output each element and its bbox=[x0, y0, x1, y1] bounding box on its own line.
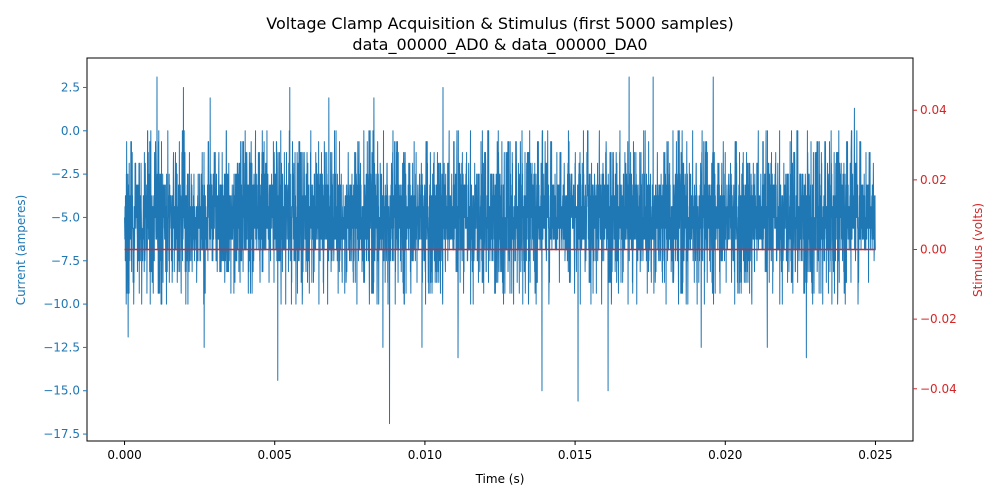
y-right-tick-label: 0.04 bbox=[920, 103, 947, 117]
y-left-tick-label: −17.5 bbox=[43, 427, 80, 441]
y-right-tick-label: 0.00 bbox=[920, 243, 947, 257]
y-left-tick-label: −10.0 bbox=[43, 297, 80, 311]
x-tick-label: 0.020 bbox=[708, 448, 742, 462]
x-tick-label: 0.005 bbox=[258, 448, 292, 462]
y-left-tick-label: −12.5 bbox=[43, 340, 80, 354]
chart-subtitle: data_00000_AD0 & data_00000_DA0 bbox=[352, 35, 647, 55]
x-tick-label: 0.000 bbox=[107, 448, 141, 462]
x-tick-label: 0.010 bbox=[408, 448, 442, 462]
y-right-tick-label: −0.02 bbox=[920, 312, 957, 326]
plot-series-group bbox=[124, 76, 876, 425]
y-right-tick-label: 0.02 bbox=[920, 173, 947, 187]
y-right-tick-label: −0.04 bbox=[920, 382, 957, 396]
series-line-current bbox=[124, 76, 876, 425]
y-left-tick-label: −2.5 bbox=[51, 167, 80, 181]
y-right-axis-label: Stimulus (volts) bbox=[971, 203, 985, 297]
y-left-axis-label: Current (amperes) bbox=[14, 195, 28, 306]
y-left-tick-label: −7.5 bbox=[51, 254, 80, 268]
y-left-tick-label: 2.5 bbox=[61, 80, 80, 94]
chart-title: Voltage Clamp Acquisition & Stimulus (fi… bbox=[266, 14, 733, 33]
y-right-axis-ticks: 0.04 0.02 0.00 −0.02 −0.04 bbox=[913, 103, 957, 396]
y-left-tick-label: −5.0 bbox=[51, 210, 80, 224]
y-left-tick-label: −15.0 bbox=[43, 384, 80, 398]
x-tick-label: 0.025 bbox=[858, 448, 892, 462]
x-axis-label: Time (s) bbox=[475, 472, 525, 486]
y-left-axis-ticks: 2.5 0.0 −2.5 −5.0 −7.5 −10.0 −12.5 −15.0 −17.5 bbox=[43, 80, 87, 441]
x-tick-label: 0.015 bbox=[558, 448, 592, 462]
x-axis-ticks: 0.000 0.005 0.010 0.015 0.020 0.025 bbox=[107, 441, 893, 462]
y-left-tick-label: 0.0 bbox=[61, 124, 80, 138]
